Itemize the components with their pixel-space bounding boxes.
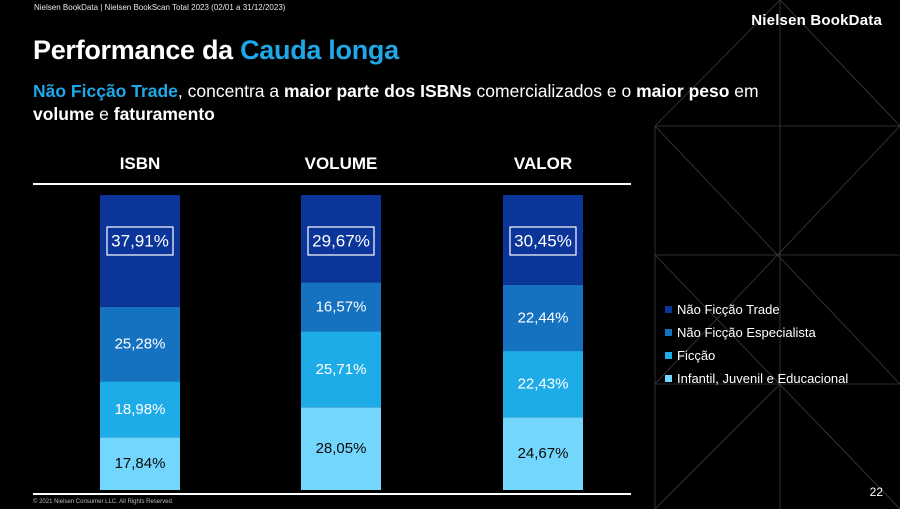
bar-segment-volume-infantil-juvenil-e-educacional <box>301 407 381 490</box>
highlight-box-valor <box>509 226 577 256</box>
header-divider <box>33 183 631 185</box>
data-label-isbn-nao-ficcao-especialista: 25,28% <box>115 336 166 353</box>
bar-segment-volume-nao-ficcao-especialista <box>301 282 381 332</box>
page-title: Performance da Cauda longa <box>33 35 399 66</box>
data-label-isbn-infantil-juvenil-e-educacional: 17,84% <box>115 455 166 472</box>
bar-segment-volume-ficcao <box>301 331 381 408</box>
subtitle-text: comercializados e o <box>471 81 637 101</box>
subtitle-text: em <box>729 81 759 101</box>
legend-swatch <box>665 352 672 359</box>
source-note: Nielsen BookData | Nielsen BookScan Tota… <box>34 3 286 12</box>
brand-logo: Nielsen BookData <box>751 12 882 29</box>
data-label-valor-ficcao: 22,43% <box>518 376 569 393</box>
bar-segment-volume-nao-ficcao-trade <box>301 195 381 283</box>
data-label-valor-nao-ficcao-trade: 30,45% <box>514 232 572 251</box>
title-accent: Cauda longa <box>240 35 399 65</box>
legend-swatch <box>665 329 672 336</box>
column-header-isbn: ISBN <box>119 154 161 173</box>
legend-swatch <box>665 306 672 313</box>
data-label-volume-nao-ficcao-trade: 29,67% <box>312 232 370 251</box>
legend-item-infantil: Infantil, Juvenil e Educacional <box>665 367 848 390</box>
bar-segment-valor-nao-ficcao-trade <box>503 195 583 285</box>
data-label-valor-infantil-juvenil-e-educacional: 24,67% <box>518 445 569 462</box>
legend-item-nao-ficcao-especialista: Não Ficção Especialista <box>665 321 848 344</box>
legend-label: Não Ficção Trade <box>677 302 780 317</box>
legend-item-ficcao: Ficção <box>665 344 848 367</box>
legend-label: Ficção <box>677 348 716 363</box>
page-number: 22 <box>869 485 883 499</box>
highlight-box-volume <box>307 226 375 256</box>
column-header-volume: VOLUME <box>304 154 378 173</box>
bar-segment-valor-ficcao <box>503 351 583 418</box>
subtitle-bold: volume <box>33 104 95 124</box>
subtitle-text: e <box>94 104 114 124</box>
bar-segment-valor-nao-ficcao-especialista <box>503 284 583 352</box>
highlight-box-isbn <box>106 226 174 256</box>
legend-label: Não Ficção Especialista <box>677 325 816 340</box>
bar-segment-isbn-nao-ficcao-trade <box>100 195 180 307</box>
legend-item-nao-ficcao-trade: Não Ficção Trade <box>665 298 848 321</box>
legend-swatch <box>665 375 672 382</box>
data-label-isbn-ficcao: 18,98% <box>115 401 166 418</box>
bar-segment-isbn-ficcao <box>100 381 180 438</box>
subtitle-bold: maior parte dos ISBNs <box>283 81 472 101</box>
data-label-volume-ficcao: 25,71% <box>316 361 367 378</box>
subtitle-bold: maior peso <box>636 81 730 101</box>
bar-segment-isbn-nao-ficcao-especialista <box>100 306 180 382</box>
subtitle-bold: faturamento <box>113 104 215 124</box>
column-header-valor: VALOR <box>513 154 573 173</box>
bar-segment-isbn-infantil-juvenil-e-educacional <box>100 437 180 490</box>
bar-segment-valor-infantil-juvenil-e-educacional <box>503 417 583 490</box>
title-prefix: Performance da <box>33 35 241 65</box>
data-label-volume-nao-ficcao-especialista: 16,57% <box>316 298 367 315</box>
subtitle-text: , concentra a <box>177 81 284 101</box>
legend-label: Infantil, Juvenil e Educacional <box>677 371 849 386</box>
chart-legend: Não Ficção Trade Não Ficção Especialista… <box>665 298 848 390</box>
copyright-note: © 2021 Nielsen Consumer LLC. All Rights … <box>33 499 174 505</box>
data-label-volume-infantil-juvenil-e-educacional: 28,05% <box>316 440 367 457</box>
page-subtitle: Não Ficção Trade, concentra a maior part… <box>33 80 873 126</box>
data-label-isbn-nao-ficcao-trade: 37,91% <box>111 232 169 251</box>
data-label-valor-nao-ficcao-especialista: 22,44% <box>518 309 569 326</box>
baseline-divider <box>33 493 631 495</box>
subtitle-highlight-segment: Não Ficção Trade <box>33 81 178 101</box>
